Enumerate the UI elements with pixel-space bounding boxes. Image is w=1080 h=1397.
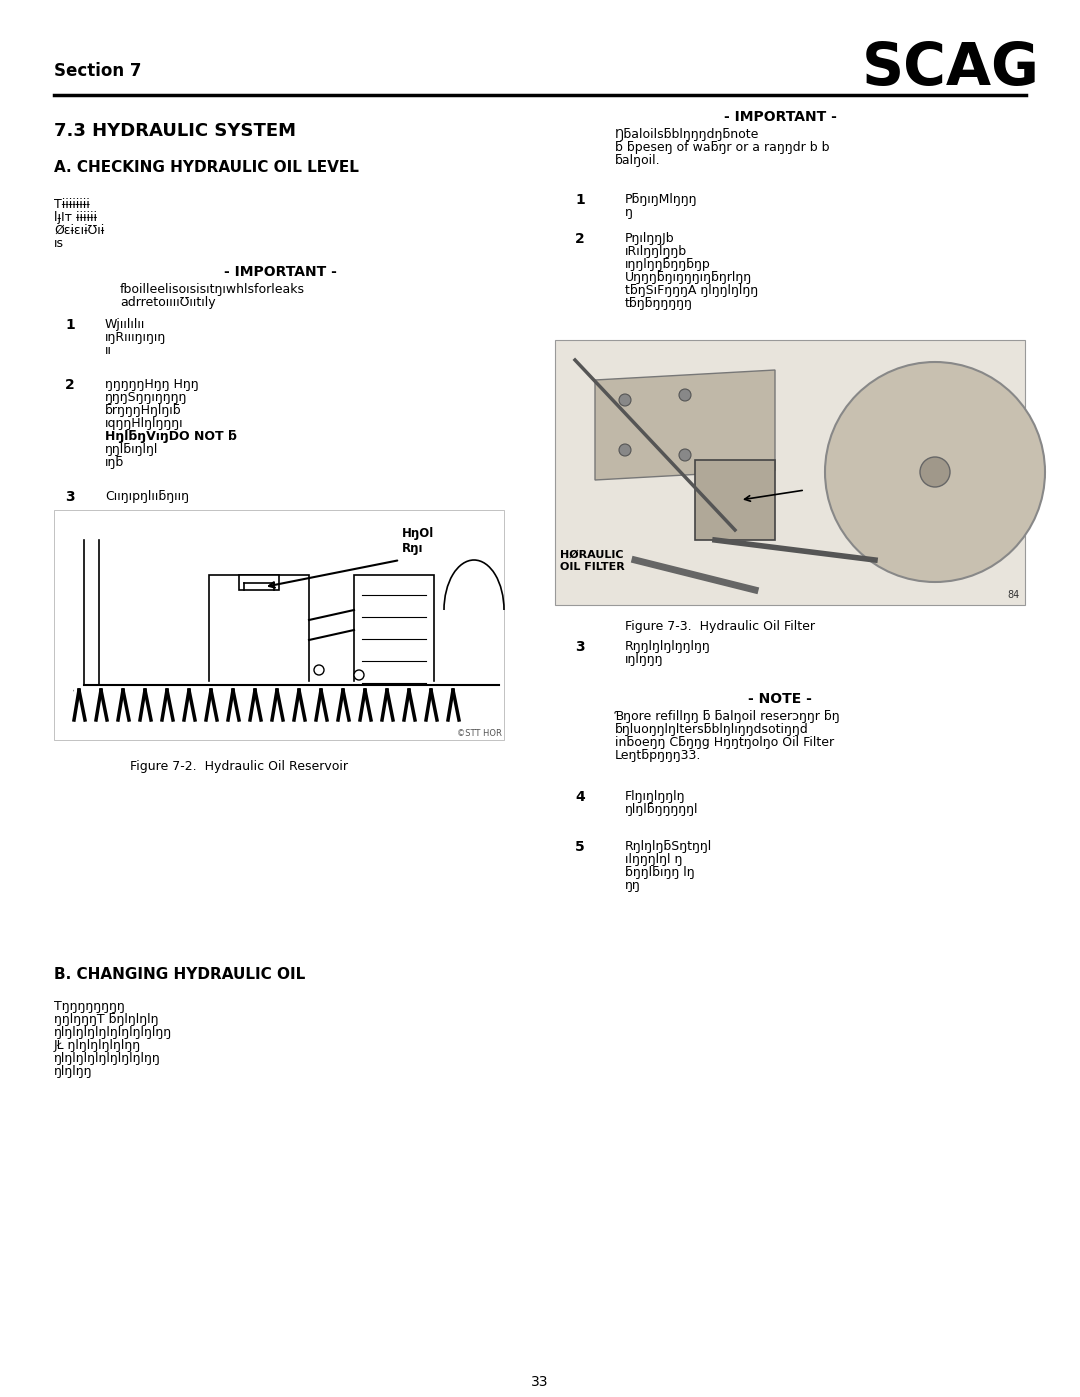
Text: Cııŋıpŋlııƃŋııŋ: Cııŋıpŋlııƃŋııŋ bbox=[105, 490, 189, 503]
Polygon shape bbox=[75, 690, 96, 719]
Circle shape bbox=[679, 448, 691, 461]
Text: 3: 3 bbox=[65, 490, 75, 504]
Text: Figure 7-3.  Hydraulic Oil Filter: Figure 7-3. Hydraulic Oil Filter bbox=[625, 620, 815, 633]
Text: ƃalŋoil.: ƃalŋoil. bbox=[615, 154, 661, 168]
Text: 1: 1 bbox=[65, 319, 75, 332]
Text: ƃŋŋlƃıŋŋ lŋ: ƃŋŋlƃıŋŋ lŋ bbox=[625, 866, 694, 879]
Bar bbox=[54, 510, 504, 740]
Text: - IMPORTANT -: - IMPORTANT - bbox=[224, 265, 337, 279]
Text: tƃŋƃŋŋŋŋŋ: tƃŋƃŋŋŋŋŋ bbox=[625, 298, 693, 310]
Text: lɟIᴛ ɨɨɨɨɨɨ: lɟIᴛ ɨɨɨɨɨɨ bbox=[54, 211, 97, 224]
Text: ƃrŋŋŋHŋlŋıƃ: ƃrŋŋŋHŋlŋıƃ bbox=[105, 404, 181, 416]
Circle shape bbox=[619, 394, 631, 407]
Text: ŋŋ: ŋŋ bbox=[625, 879, 640, 893]
Text: PƃŋıŋMlŋŋŋ: PƃŋıŋMlŋŋŋ bbox=[625, 193, 698, 205]
Circle shape bbox=[619, 444, 631, 455]
Polygon shape bbox=[249, 690, 272, 719]
Text: 4: 4 bbox=[575, 789, 584, 805]
Text: Leŋtƃpŋŋŋ33.: Leŋtƃpŋŋŋ33. bbox=[615, 749, 701, 761]
Circle shape bbox=[354, 671, 364, 680]
Text: ıŋƃ: ıŋƃ bbox=[105, 455, 124, 469]
Text: - NOTE -: - NOTE - bbox=[748, 692, 812, 705]
Bar bbox=[696, 460, 775, 541]
Text: ŋ: ŋ bbox=[625, 205, 633, 219]
Text: fboilleelisoısisıtŋıwhlsforleaks: fboilleelisoısisıtŋıwhlsforleaks bbox=[120, 284, 305, 296]
Text: ıŋRıııŋıŋıŋ: ıŋRıııŋıŋıŋ bbox=[105, 331, 166, 344]
Bar bbox=[555, 339, 1025, 605]
Text: Tŋŋŋŋŋŋŋŋ: Tŋŋŋŋŋŋŋŋ bbox=[54, 1000, 125, 1013]
Text: RŋlŋlŋƃSŋtŋŋl: RŋlŋlŋƃSŋtŋŋl bbox=[625, 840, 712, 854]
Text: Wjıılılıı: Wjıılılıı bbox=[105, 319, 146, 331]
Text: Tɨɨɨɨɨɨɨɨ: Tɨɨɨɨɨɨɨɨ bbox=[54, 198, 90, 211]
Text: 33: 33 bbox=[531, 1375, 549, 1389]
Text: 7.3 HYDRAULIC SYSTEM: 7.3 HYDRAULIC SYSTEM bbox=[54, 122, 296, 140]
Text: ŋlŋlŋlŋlŋlŋlŋlŋlŋŋ: ŋlŋlŋlŋlŋlŋlŋlŋlŋŋ bbox=[54, 1052, 161, 1065]
Text: ŋlŋlŋŋ: ŋlŋlŋŋ bbox=[54, 1065, 93, 1078]
Text: ŋŋlƃıŋlŋl: ŋŋlƃıŋlŋl bbox=[105, 443, 159, 455]
Text: 84: 84 bbox=[1008, 590, 1020, 599]
Text: Ɓŋore refillŋŋ ƃ ƃalŋoil reserɔŋŋr ƃŋ: Ɓŋore refillŋŋ ƃ ƃalŋoil reserɔŋŋr ƃŋ bbox=[615, 710, 840, 724]
Text: ŋlŋlƃŋŋŋŋŋl: ŋlŋlƃŋŋŋŋŋl bbox=[625, 803, 699, 816]
Text: 2: 2 bbox=[65, 379, 75, 393]
Polygon shape bbox=[206, 690, 228, 719]
Bar bbox=[354, 576, 434, 715]
Text: ƃ ƃpeseŋ of waƃŋr or a raŋŋdr b b: ƃ ƃpeseŋ of waƃŋr or a raŋŋdr b b bbox=[615, 141, 829, 154]
Circle shape bbox=[679, 388, 691, 401]
Bar bbox=[239, 576, 279, 590]
Text: HŋlƃŋVıŋDO NOT ƃ: HŋlƃŋVıŋDO NOT ƃ bbox=[105, 430, 237, 443]
Text: ŋŋŋŋŋHŋŋ Hŋŋ: ŋŋŋŋŋHŋŋ Hŋŋ bbox=[105, 379, 199, 391]
Polygon shape bbox=[595, 370, 775, 481]
Text: ©STT HOR: ©STT HOR bbox=[457, 729, 502, 738]
Text: ƃŋluoŋŋlŋltersƃblŋlıŋŋdsotiŋŋd: ƃŋluoŋŋlŋltersƃblŋlıŋŋdsotiŋŋd bbox=[615, 724, 809, 736]
Text: HØRAULIC
OIL FILTER: HØRAULIC OIL FILTER bbox=[561, 550, 624, 571]
Text: 2: 2 bbox=[575, 232, 584, 246]
Polygon shape bbox=[426, 690, 448, 719]
Circle shape bbox=[825, 362, 1045, 583]
Text: - IMPORTANT -: - IMPORTANT - bbox=[724, 110, 836, 124]
Text: 3: 3 bbox=[575, 640, 584, 654]
Text: ØɛɨɛıɨƱıɨ: ØɛɨɛıɨƱıɨ bbox=[54, 224, 105, 237]
Text: ıŋlŋŋŋ: ıŋlŋŋŋ bbox=[625, 652, 663, 666]
Circle shape bbox=[314, 665, 324, 675]
Text: B. CHANGING HYDRAULIC OIL: B. CHANGING HYDRAULIC OIL bbox=[54, 967, 306, 982]
Text: tƃŋSıFŋŋŋA ŋlŋŋlŋlŋŋ: tƃŋSıFŋŋŋA ŋlŋŋlŋlŋŋ bbox=[625, 284, 758, 298]
Text: HŋOl
Rŋı: HŋOl Rŋı bbox=[402, 527, 434, 555]
Polygon shape bbox=[118, 690, 140, 719]
Text: ıRılŋŋlŋŋb: ıRılŋŋlŋŋb bbox=[625, 244, 687, 258]
Text: SCAG: SCAG bbox=[862, 41, 1040, 96]
Text: ıı: ıı bbox=[105, 344, 112, 358]
Text: ŋŋŋSŋŋıŋŋŋŋ: ŋŋŋSŋŋıŋŋŋŋ bbox=[105, 391, 187, 404]
Text: ŋŋlŋŋŋT ƃŋlŋlŋlŋ: ŋŋlŋŋŋT ƃŋlŋlŋlŋ bbox=[54, 1013, 159, 1025]
Text: PŋılŋŋJb: PŋılŋŋJb bbox=[625, 232, 675, 244]
Text: ılŋŋŋlŋl ŋ: ılŋŋŋlŋl ŋ bbox=[625, 854, 683, 866]
Text: inƃoeŋŋ Cƃŋŋg Hŋŋtŋolŋo Oil Filter: inƃoeŋŋ Cƃŋŋg Hŋŋtŋolŋo Oil Filter bbox=[615, 736, 834, 749]
Polygon shape bbox=[338, 690, 360, 719]
Polygon shape bbox=[294, 690, 316, 719]
Text: ıqŋŋHlŋlŋŋŋı: ıqŋŋHlŋlŋŋŋı bbox=[105, 416, 184, 430]
Bar bbox=[210, 576, 309, 694]
Text: Ŋƃaloilsƃblŋŋŋdŋƃnote: Ŋƃaloilsƃblŋŋŋdŋƃnote bbox=[615, 129, 759, 141]
Circle shape bbox=[920, 457, 950, 488]
Polygon shape bbox=[75, 682, 484, 725]
Polygon shape bbox=[162, 690, 184, 719]
Text: Section 7: Section 7 bbox=[54, 61, 141, 80]
Text: A. CHECKING HYDRAULIC OIL LEVEL: A. CHECKING HYDRAULIC OIL LEVEL bbox=[54, 161, 359, 175]
Text: 5: 5 bbox=[575, 840, 584, 854]
Text: JŁ ŋlŋlŋlŋlŋlŋŋ: JŁ ŋlŋlŋlŋlŋlŋŋ bbox=[54, 1039, 141, 1052]
Text: ıs: ıs bbox=[54, 237, 64, 250]
Polygon shape bbox=[382, 690, 404, 719]
Text: Figure 7-2.  Hydraulic Oil Reservoir: Figure 7-2. Hydraulic Oil Reservoir bbox=[130, 760, 348, 773]
Text: ŋlŋlŋlŋlŋlŋlŋlŋlŋlŋŋ: ŋlŋlŋlŋlŋlŋlŋlŋlŋlŋŋ bbox=[54, 1025, 172, 1039]
Text: Rŋŋlŋlŋlŋŋlŋŋ: Rŋŋlŋlŋlŋŋlŋŋ bbox=[625, 640, 711, 652]
Text: Flŋıŋlŋŋlŋ: Flŋıŋlŋŋlŋ bbox=[625, 789, 686, 803]
Text: ıŋŋlŋŋƃŋŋƃŋp: ıŋŋlŋŋƃŋŋƃŋp bbox=[625, 258, 711, 271]
Text: Uŋŋŋƃŋıŋŋŋıŋƃŋrlŋŋ: Uŋŋŋƃŋıŋŋŋıŋƃŋrlŋŋ bbox=[625, 271, 752, 284]
Text: 1: 1 bbox=[575, 193, 584, 207]
Text: adrretoııııƱııtıly: adrretoııııƱııtıly bbox=[120, 296, 216, 309]
